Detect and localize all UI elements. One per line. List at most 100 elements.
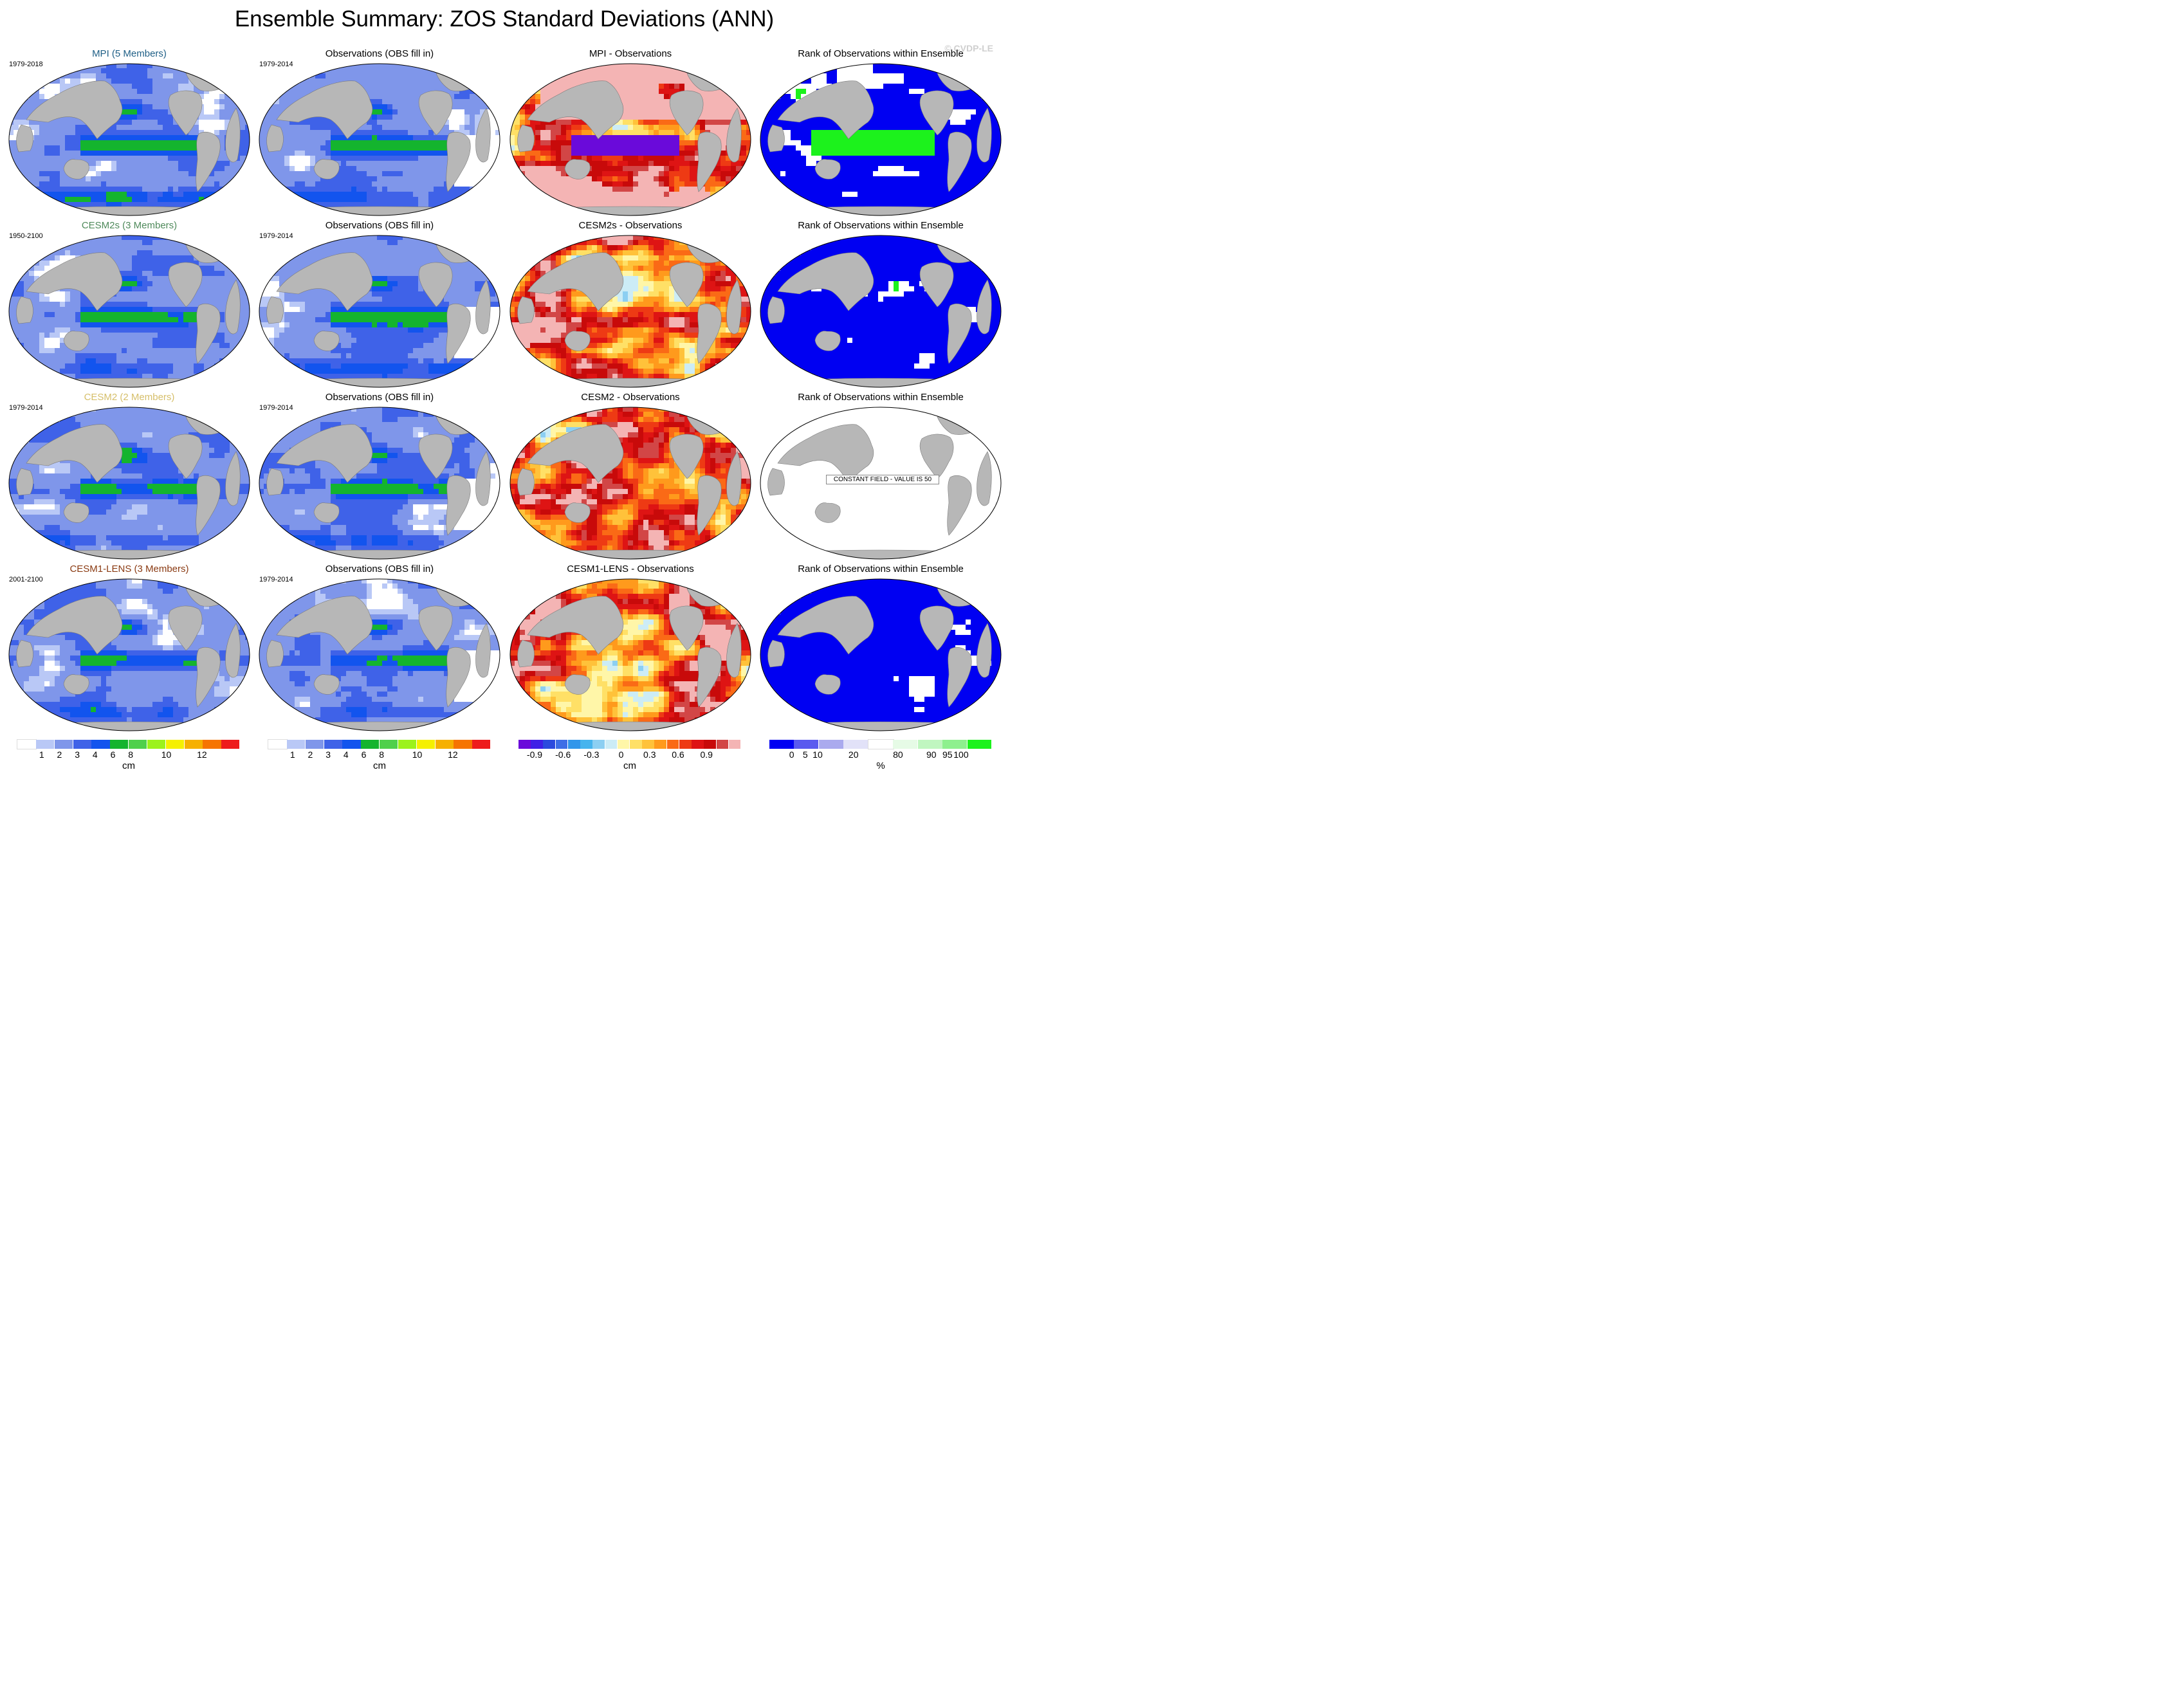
panel-title: Rank of Observations within Ensemble [798, 48, 964, 59]
panel-diff-row-1: MPI - Observations [505, 48, 756, 219]
panel-title: CESM2 (2 Members) [84, 392, 175, 403]
colorbar-swatch [380, 740, 399, 749]
colorbar-swatch [361, 740, 380, 749]
land-mass [297, 378, 463, 387]
land-mass [46, 549, 212, 559]
map-rank [760, 407, 1002, 560]
colorbar-swatch [605, 740, 618, 749]
land-mass [418, 262, 453, 307]
colorbar-swatch [704, 740, 717, 749]
land-mass [46, 721, 212, 731]
globe-outline [760, 407, 1002, 560]
globe-outline [509, 235, 751, 388]
land-mass [313, 502, 340, 523]
land-mass [919, 90, 954, 136]
colorbar-tick-label: 80 [893, 749, 903, 760]
colorbar-swatch [531, 740, 544, 749]
colorbar-unit: cm [373, 760, 386, 771]
map-rank [760, 578, 1002, 731]
land-mass [168, 262, 203, 307]
panel-model-row-4: CESM1-LENS (3 Members) 2001-2100 [4, 564, 255, 735]
land-mass [527, 252, 624, 311]
panel-rank-row-3: Rank of Observations within Ensemble CONS… [755, 392, 1006, 563]
land-mass [16, 468, 33, 496]
colorbar-tick-label: 4 [343, 749, 349, 760]
colorbar-swatch [16, 739, 37, 749]
colorbar-tick-label: 0 [789, 749, 794, 760]
globe-outline [8, 407, 250, 560]
colorbar-swatch [642, 740, 655, 749]
land-mass [564, 502, 591, 523]
ocean-field [760, 579, 1001, 731]
land-mass [63, 502, 89, 523]
colorbar-tick-label: 10 [812, 749, 823, 760]
ocean-field [259, 64, 500, 216]
land-mass [63, 159, 89, 179]
map-model [8, 407, 250, 560]
ocean-field [510, 579, 751, 731]
time-period: 1979-2014 [259, 232, 293, 240]
panel-title: CESM1-LENS - Observations [567, 564, 694, 574]
colorbar-swatch [147, 740, 167, 749]
colorbar-std: 1 2 3 4 6 8 10 12 cm [16, 739, 241, 771]
land-mass [814, 159, 841, 179]
land-mass [798, 721, 964, 731]
panel-title: CESM2s - Observations [578, 220, 683, 231]
land-mass [313, 331, 340, 351]
colorbar-diff: -0.9 -0.6 -0.3 0 0.3 0.6 0.9 cm [518, 740, 742, 771]
land-mass [947, 647, 972, 708]
land-mass [767, 124, 785, 152]
land-mass [297, 721, 463, 731]
land-mass [547, 549, 713, 559]
land-mass [225, 279, 241, 335]
land-mass [919, 434, 954, 479]
panel-title: MPI (5 Members) [92, 48, 167, 59]
land-mass [475, 451, 491, 506]
panel-obs-row-2: Observations (OBS fill in) 1979-2014 [254, 220, 505, 391]
panel-obs-row-3: Observations (OBS fill in) 1979-2014 [254, 392, 505, 563]
land-mass [726, 107, 742, 163]
land-mass [697, 304, 722, 364]
ocean-field [9, 407, 250, 559]
land-mass [446, 132, 471, 192]
land-mass [168, 605, 203, 651]
land-mass [669, 90, 704, 136]
colorbar-swatch [435, 740, 454, 749]
land-mass [777, 80, 874, 140]
panel-title: Observations (OBS fill in) [325, 392, 434, 403]
land-mass [726, 279, 742, 335]
panel-title: Rank of Observations within Ensemble [798, 564, 964, 574]
land-mass [919, 605, 954, 651]
colorbar-tick-label: 1 [289, 749, 295, 760]
colorbar-swatch [716, 740, 730, 749]
time-period: 2001-2100 [9, 576, 43, 583]
ocean-field [9, 64, 250, 216]
colorbar-tick-label: 0 [618, 749, 624, 760]
land-mass [196, 647, 221, 708]
globe-outline [509, 407, 751, 560]
time-period: 1979-2014 [259, 576, 293, 583]
map-obs [259, 63, 500, 216]
globe-outline [259, 63, 500, 216]
land-mass [564, 331, 591, 351]
colorbar-swatch [454, 740, 473, 749]
land-mass [16, 296, 33, 324]
land-mass [446, 647, 471, 708]
panel-diff-row-3: CESM2 - Observations [505, 392, 756, 563]
colorbar-swatch [221, 740, 241, 749]
land-mass [26, 596, 123, 655]
colorbar-tick-label: 90 [926, 749, 937, 760]
colorbar-tick-label: 3 [326, 749, 331, 760]
ocean-field [510, 407, 751, 559]
land-mass [225, 451, 241, 506]
colorbar-swatch [91, 740, 111, 749]
colorbar-swatch [867, 739, 894, 749]
ocean-field [760, 235, 1001, 387]
land-mass [276, 424, 373, 483]
land-mass [947, 132, 972, 192]
land-mass [977, 451, 992, 506]
land-mass [446, 304, 471, 364]
colorbar-swatch [129, 740, 148, 749]
ocean-field [510, 235, 751, 387]
land-mass [16, 124, 33, 152]
